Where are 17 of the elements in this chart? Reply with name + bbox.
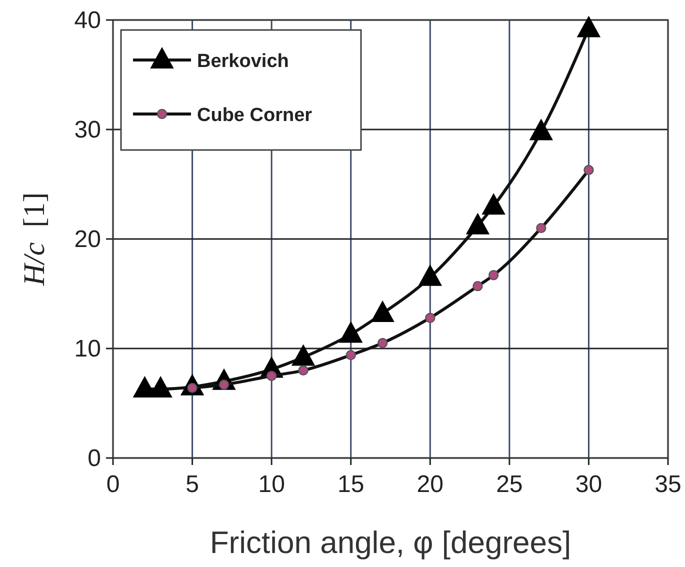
- x-tick-label: 25: [496, 471, 523, 498]
- legend-label: Berkovich: [197, 51, 289, 72]
- y-tick-label: 0: [88, 445, 101, 472]
- x-tick-label: 30: [575, 471, 602, 498]
- x-tick-label: 10: [258, 471, 285, 498]
- y-tick-label: 40: [74, 7, 101, 34]
- x-tick-label: 20: [416, 471, 444, 498]
- y-tick-label: 20: [74, 226, 101, 253]
- x-tick-label: 35: [654, 471, 682, 498]
- x-tick-label: 15: [338, 471, 364, 498]
- y-tick-label: 10: [74, 336, 101, 362]
- x-tick-label: 0: [106, 471, 120, 498]
- legend-label: Cube Corner: [197, 105, 313, 126]
- y-tick-label: 30: [74, 116, 101, 144]
- y-axis-title: H/c [1]: [18, 192, 51, 287]
- x-tick-label: 5: [186, 471, 199, 498]
- x-axis-title: Friction angle, φ [degrees]: [210, 525, 572, 560]
